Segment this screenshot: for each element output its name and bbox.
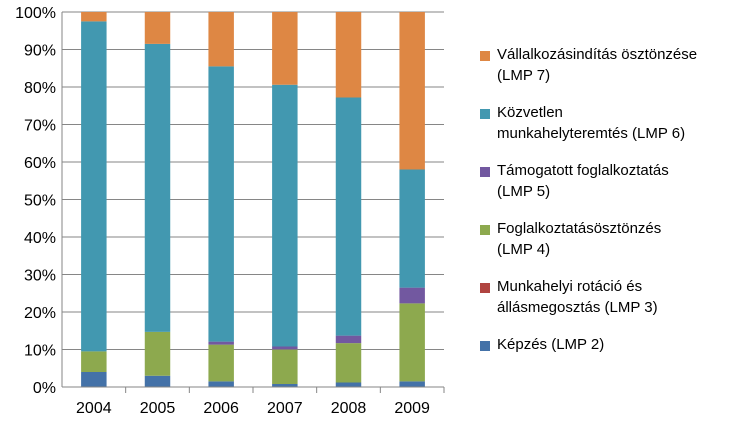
bar-segment-2004 bbox=[81, 12, 107, 22]
y-tick-label: 50% bbox=[24, 193, 56, 210]
legend-item: Támogatott foglalkoztatás (LMP 5) bbox=[466, 156, 726, 214]
legend-label: Támogatott foglalkoztatás (LMP 5) bbox=[497, 162, 669, 200]
x-tick-label: 2009 bbox=[394, 400, 430, 417]
y-tick-label: 10% bbox=[24, 343, 56, 360]
legend-swatch bbox=[480, 283, 490, 293]
axes bbox=[61, 12, 445, 393]
legend-label: Munkahelyi rotáció és állásmegosztás (LMP… bbox=[497, 278, 658, 316]
bar-segment-2007 bbox=[272, 384, 298, 387]
bar-segment-2007 bbox=[272, 84, 298, 347]
bar-segment-2004 bbox=[81, 351, 107, 372]
legend-label: Közvetlen munkahelyteremtés (LMP 6) bbox=[497, 104, 686, 142]
bar-segment-2006 bbox=[208, 341, 234, 345]
bar-segment-2009 bbox=[399, 303, 425, 382]
legend-swatch bbox=[480, 341, 490, 351]
bar-segment-2006 bbox=[208, 12, 234, 67]
gridlines bbox=[62, 11, 444, 350]
y-tick-label: 40% bbox=[24, 230, 56, 247]
y-tick-label: 90% bbox=[24, 43, 56, 60]
legend-swatch bbox=[480, 109, 490, 119]
bar-segment-2004 bbox=[81, 372, 107, 387]
bar-segment-2004 bbox=[81, 21, 107, 352]
legend-swatch bbox=[480, 225, 490, 235]
legend-label: Képzés (LMP 2) bbox=[497, 336, 605, 353]
bar-segment-2009 bbox=[399, 169, 425, 288]
legend-item: Közvetlen munkahelyteremtés (LMP 6) bbox=[466, 98, 726, 156]
legend-swatch bbox=[480, 167, 490, 177]
bar-segment-2009 bbox=[399, 12, 425, 170]
bar-segment-2008 bbox=[335, 382, 362, 387]
x-tick-label: 2006 bbox=[203, 400, 239, 417]
bars bbox=[81, 12, 425, 387]
y-tick-label: 60% bbox=[24, 155, 56, 172]
bar-segment-2006 bbox=[208, 344, 234, 382]
y-tick-label: 80% bbox=[24, 80, 56, 97]
legend-item: Foglalkoztatásösztönzés (LMP 4) bbox=[466, 214, 726, 272]
y-tick-label: 30% bbox=[24, 268, 56, 285]
y-tick-label: 70% bbox=[24, 118, 56, 135]
legend-item: Vállalkozásindítás ösztönzése (LMP 7) bbox=[466, 40, 726, 98]
bar-segment-2006 bbox=[208, 381, 234, 387]
bar-segment-2007 bbox=[272, 346, 298, 350]
x-tick-label: 2005 bbox=[140, 400, 176, 417]
x-tick-label: 2008 bbox=[331, 400, 367, 417]
bar-segment-2005 bbox=[144, 43, 171, 332]
x-axis-tick-labels: 2004 2005 2006 2007 2008 2009 bbox=[76, 400, 430, 417]
bar-segment-2008 bbox=[335, 97, 362, 336]
bar-segment-2008 bbox=[335, 12, 362, 98]
y-tick-label: 0% bbox=[33, 380, 56, 397]
bar-segment-2005 bbox=[144, 331, 171, 376]
legend-swatch bbox=[480, 51, 490, 61]
y-axis-tick-labels: 0% 10% 20% 30% 40% 50% 60% 70% 80% 90% 100% bbox=[15, 5, 56, 397]
legend-item: Képzés (LMP 2) bbox=[466, 330, 726, 388]
bar-segment-2009 bbox=[399, 381, 425, 387]
bar-segment-2005 bbox=[144, 375, 171, 387]
legend-item: Munkahelyi rotáció és állásmegosztás (LMP… bbox=[466, 272, 726, 330]
y-tick-label: 100% bbox=[15, 5, 56, 22]
x-tick-label: 2004 bbox=[76, 400, 112, 417]
x-tick-label: 2007 bbox=[267, 400, 303, 417]
legend-label: Foglalkoztatásösztönzés (LMP 4) bbox=[497, 220, 662, 258]
bar-segment-2006 bbox=[208, 66, 234, 342]
y-tick-label: 20% bbox=[24, 305, 56, 322]
bar-segment-2008 bbox=[335, 335, 362, 344]
bar-segment-2005 bbox=[144, 12, 171, 44]
bar-segment-2007 bbox=[272, 12, 298, 85]
bar-segment-2007 bbox=[272, 349, 298, 384]
legend: Vállalkozásindítás ösztönzése (LMP 7) Közv… bbox=[466, 40, 726, 388]
legend-label: Vállalkozásindítás ösztönzése (LMP 7) bbox=[497, 46, 698, 84]
bar-segment-2008 bbox=[335, 343, 362, 383]
bar-segment-2009 bbox=[399, 287, 425, 304]
